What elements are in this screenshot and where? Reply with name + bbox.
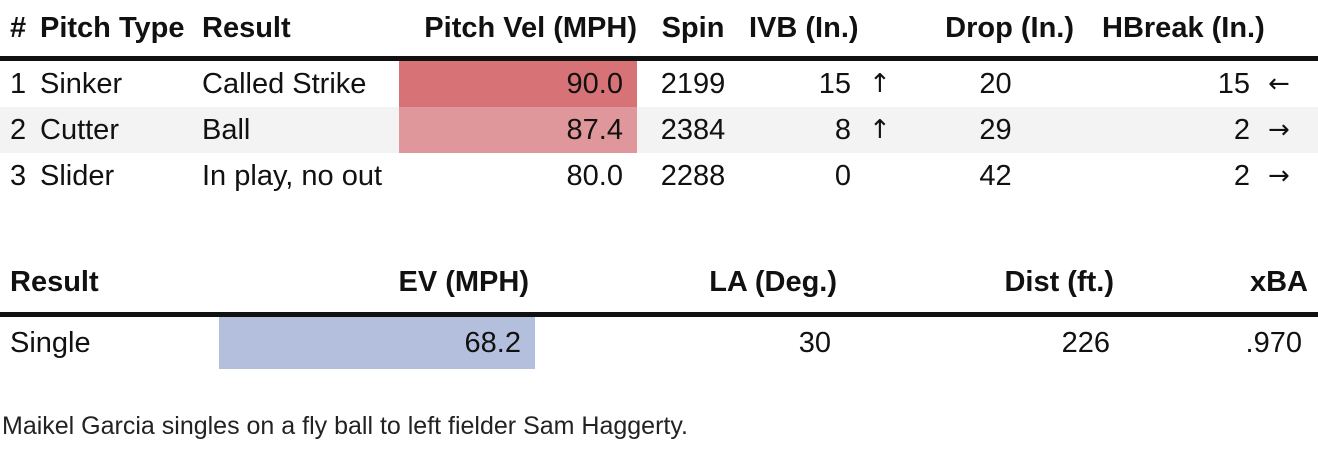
pitch-spin: 2288 [660,159,726,192]
pitch-velocity: 87.4 [399,107,637,153]
pitch-num: 1 [10,67,27,100]
arrow-up-icon: ↑ [869,69,891,99]
pitch-type: Slider [40,159,115,192]
pitch-ivb: 0 [834,159,851,192]
ivb-arrow-empty [869,153,917,199]
batted-ball-table: Result EV (MPH) LA (Deg.) Dist (ft.) xBA… [0,252,1318,369]
table-row: 2 Cutter Ball 87.4 2384 8 ↑ 29 2 → [0,107,1318,153]
pitch-spin: 2384 [637,107,749,153]
bb-result: Single [10,326,91,359]
arrow-right-icon: → [1268,107,1318,153]
bb-xba: .970 [1245,326,1302,359]
pitch-ivb: 8 [749,107,869,153]
pitch-result: Called Strike [202,67,367,100]
header-spin: Spin [637,0,749,61]
header-distance: Dist (ft.) [837,252,1114,317]
arrow-right-icon: → [1268,161,1290,191]
pitch-type: Cutter [40,107,202,153]
pitch-table-header-row: # Pitch Type Result Pitch Vel (MPH) Spin… [0,0,1318,61]
pitch-num: 3 [10,159,27,192]
header-pitch-velocity: Pitch Vel (MPH) [399,0,637,61]
header-xba: xBA [1114,252,1318,317]
pitch-ivb: 15 [818,67,851,100]
header-launch-angle: LA (Deg.) [535,252,837,317]
pitch-spin: 2199 [660,67,726,100]
header-pitch-type: Pitch Type [40,0,202,61]
pitch-num: 2 [0,107,40,153]
pitch-velocity: 80.0 [399,153,637,199]
pitch-hbreak: 15 [1217,67,1251,100]
pitch-drop: 20 [979,67,1012,100]
arrow-up-icon: ↑ [869,107,918,153]
bb-exit-velocity: 68.2 [219,314,535,369]
bb-launch-angle: 30 [798,326,831,359]
pitch-type: Sinker [40,67,123,100]
batted-ball-header-row: Result EV (MPH) LA (Deg.) Dist (ft.) xBA [0,252,1318,317]
table-row: Single 68.2 30 226 .970 [0,314,1318,369]
header-hbreak: HBreak (In.) [1074,0,1318,61]
pitch-table: # Pitch Type Result Pitch Vel (MPH) Spin… [0,0,1318,199]
table-row: 3 Slider In play, no out 80.0 2288 0 42 … [0,153,1318,199]
header-num: # [0,0,40,61]
pitch-drop: 29 [917,107,1075,153]
header-drop: Drop (In.) [917,0,1075,61]
table-row: 1 Sinker Called Strike 90.0 2199 15 ↑ 20… [0,58,1318,107]
pitch-result: In play, no out [202,159,383,192]
header-result: Result [202,0,399,61]
pitch-drop: 42 [979,159,1012,192]
pitch-hbreak: 2 [1233,159,1251,192]
header-bb-result: Result [0,252,219,317]
bb-distance: 226 [1061,326,1110,359]
pitch-velocity: 90.0 [399,58,637,107]
pitch-hbreak: 2 [1074,107,1269,153]
header-ivb: IVB (In.) [749,0,918,61]
play-description: Maikel Garcia singles on a fly ball to l… [2,412,688,440]
header-exit-velocity: EV (MPH) [219,252,535,317]
arrow-left-icon: ← [1268,69,1290,99]
pitch-result: Ball [202,107,399,153]
